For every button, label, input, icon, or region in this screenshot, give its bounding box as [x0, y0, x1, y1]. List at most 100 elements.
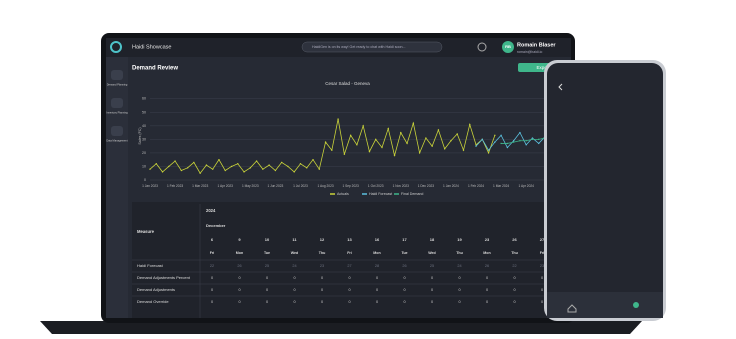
cell: 25 — [430, 264, 434, 268]
cell: 0 — [266, 276, 268, 280]
x-tick-label: 1 Jun 2023 — [268, 184, 284, 188]
x-tick-label: 1 Feb 2023 — [167, 184, 183, 188]
date-header: 12 — [320, 237, 325, 242]
cell: 24 — [292, 264, 296, 268]
x-tick-label: 1 Jan 2024 — [443, 184, 459, 188]
cell: 0 — [293, 276, 295, 280]
users-icon[interactable] — [633, 302, 639, 308]
measure-header: Measure — [137, 229, 155, 234]
cell: 0 — [541, 276, 543, 280]
cell: 0 — [266, 300, 268, 304]
date-header: 26 — [512, 237, 517, 242]
cell: 0 — [458, 288, 460, 292]
date-header: 27 — [540, 237, 545, 242]
year: 2024 — [206, 208, 216, 213]
day-header: Fri — [347, 251, 352, 255]
nav-icon — [111, 70, 123, 80]
avatar-initials: RB — [505, 44, 511, 49]
search-text: HaidiGen is on its way! Get ready to cha… — [312, 45, 405, 49]
date-header: 17 — [402, 237, 407, 242]
x-tick-label: 1 Apr 2023 — [218, 184, 234, 188]
day-header: Fri — [210, 251, 215, 255]
cell: 0 — [486, 300, 488, 304]
cell: 0 — [376, 300, 378, 304]
cell: 0 — [211, 276, 213, 280]
back-icon[interactable] — [558, 83, 563, 91]
cell: 0 — [321, 288, 323, 292]
x-tick-label: 1 Feb 2024 — [468, 184, 484, 188]
day-header: Mon — [373, 251, 380, 255]
cell: 0 — [211, 288, 213, 292]
cell: 26 — [402, 264, 406, 268]
cell: 26 — [237, 264, 241, 268]
y-tick-label: 20 — [142, 151, 146, 155]
laptop-base — [40, 321, 642, 334]
cell: 28 — [375, 264, 379, 268]
date-header: 11 — [292, 237, 297, 242]
day-header: Tue — [401, 251, 407, 255]
month: December — [206, 223, 226, 228]
x-tick-label: 1 Oct 2023 — [368, 184, 384, 188]
cell: 0 — [238, 276, 240, 280]
day-header: Wed — [428, 251, 436, 255]
x-tick-label: 1 Aug 2023 — [317, 184, 333, 188]
x-tick-label: 1 Apr 2024 — [518, 184, 534, 188]
settings-icon[interactable] — [477, 42, 487, 52]
cell: 0 — [458, 300, 460, 304]
date-header: 6 — [211, 237, 214, 242]
day-header: Mon — [236, 251, 243, 255]
cell: 23 — [540, 264, 544, 268]
date-header: 23 — [485, 237, 490, 242]
cell: 25 — [265, 264, 269, 268]
day-header: Wed — [291, 251, 299, 255]
row-label: Demand Adjustments Percent — [137, 275, 191, 280]
y-axis-label: Sales (FC) — [138, 127, 142, 144]
cell: 0 — [293, 300, 295, 304]
page-title: Demand Review — [132, 66, 178, 72]
nav-label: Demand Planning — [107, 83, 128, 87]
x-tick-label: 1 May 2023 — [242, 184, 259, 188]
y-tick-label: 0 — [144, 178, 146, 182]
home-icon[interactable] — [567, 304, 577, 313]
cell: 0 — [513, 300, 515, 304]
x-tick-label: 1 Sep 2023 — [342, 184, 359, 188]
y-tick-label: 40 — [142, 124, 146, 128]
cell: 0 — [238, 288, 240, 292]
cell: 0 — [348, 288, 350, 292]
search-box[interactable] — [301, 41, 443, 53]
series-line — [475, 131, 546, 151]
cell: 0 — [403, 288, 405, 292]
cell: 22 — [210, 264, 214, 268]
cell: 0 — [513, 288, 515, 292]
cell: 0 — [541, 288, 543, 292]
chart-title: Cesar Salad - Geneva — [325, 81, 370, 86]
cell: 27 — [347, 264, 351, 268]
cell: 0 — [348, 300, 350, 304]
logo — [110, 41, 122, 53]
cell: 0 — [321, 300, 323, 304]
user-email: romain@haidi.io — [517, 50, 542, 54]
cell: 0 — [431, 300, 433, 304]
day-header: Thu — [456, 251, 463, 255]
avatar[interactable] — [502, 41, 514, 53]
x-tick-label: 1 Jul 2023 — [293, 184, 308, 188]
phone-screen — [547, 63, 663, 318]
cell: 0 — [486, 288, 488, 292]
row-label: Haidi Forecast — [137, 263, 164, 268]
app-title: Haidi Showcase — [132, 44, 171, 50]
legend-label: Final Demand — [401, 192, 423, 196]
cell: 0 — [293, 288, 295, 292]
y-tick-label: 10 — [142, 164, 146, 168]
cell: 0 — [348, 276, 350, 280]
cell: 0 — [431, 288, 433, 292]
cell: 0 — [238, 300, 240, 304]
nav-icon — [111, 98, 123, 108]
day-header: Thu — [319, 251, 326, 255]
cell: 0 — [376, 288, 378, 292]
user-name: Romain Blaser — [517, 42, 556, 48]
cell: 22 — [512, 264, 516, 268]
cell: 0 — [321, 276, 323, 280]
cell: 0 — [541, 300, 543, 304]
row-label: Demand Override — [137, 299, 169, 304]
